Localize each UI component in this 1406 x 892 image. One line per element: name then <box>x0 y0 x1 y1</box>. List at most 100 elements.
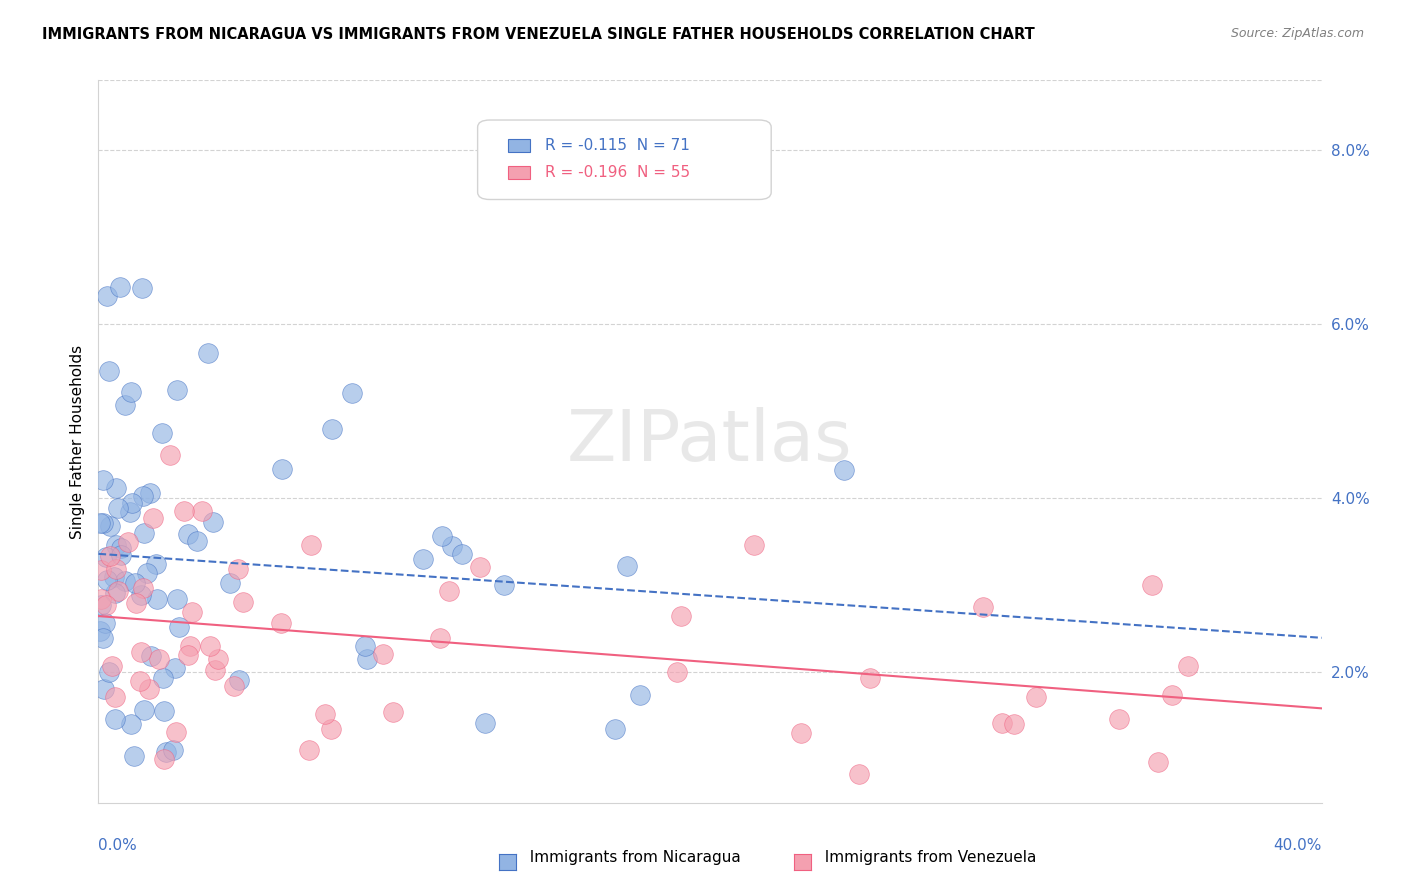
Point <box>166 592 188 607</box>
Point <box>96 573 118 587</box>
Point <box>356 652 378 666</box>
Text: 0.0%: 0.0% <box>98 838 138 853</box>
Point <box>179 639 201 653</box>
Point <box>120 717 142 731</box>
Point <box>129 644 152 658</box>
Point <box>128 673 150 688</box>
Point <box>100 549 122 563</box>
Point <box>1147 756 1170 770</box>
Text: R = -0.196  N = 55: R = -0.196 N = 55 <box>546 165 690 180</box>
Point <box>832 462 855 476</box>
Point <box>90 591 112 606</box>
Point <box>165 661 187 675</box>
Point <box>146 591 169 606</box>
Point <box>191 504 214 518</box>
Point <box>117 535 139 549</box>
Point <box>98 518 121 533</box>
Text: Immigrants from Venezuela: Immigrants from Venezuela <box>815 850 1036 865</box>
Point <box>138 682 160 697</box>
Point <box>89 624 111 638</box>
Point <box>166 384 188 398</box>
Point <box>430 528 453 542</box>
Point <box>153 752 176 766</box>
Point <box>89 516 111 530</box>
Point <box>972 599 994 614</box>
Point <box>139 486 162 500</box>
Point <box>314 706 336 721</box>
Point <box>131 281 153 295</box>
Text: R = -0.115  N = 71: R = -0.115 N = 71 <box>546 137 690 153</box>
Point <box>94 550 117 565</box>
Point <box>162 743 184 757</box>
Point <box>429 631 451 645</box>
Bar <box>508 166 530 179</box>
Point <box>103 570 125 584</box>
Point <box>202 515 225 529</box>
Point <box>103 712 125 726</box>
Point <box>94 598 117 612</box>
Point <box>129 588 152 602</box>
Point <box>120 385 142 400</box>
Text: 40.0%: 40.0% <box>1274 838 1322 853</box>
Point <box>232 595 254 609</box>
Point <box>110 541 132 556</box>
FancyBboxPatch shape <box>478 120 772 200</box>
Point <box>321 422 343 436</box>
Point <box>665 665 688 680</box>
Point <box>451 547 474 561</box>
Text: Source: ZipAtlas.com: Source: ZipAtlas.com <box>1230 27 1364 40</box>
Point <box>124 749 146 764</box>
Point <box>125 596 148 610</box>
Point <box>155 745 177 759</box>
Point <box>494 578 516 592</box>
Point <box>616 558 638 573</box>
Point <box>105 538 128 552</box>
Point <box>381 705 404 719</box>
Point <box>848 767 870 781</box>
Point <box>105 481 128 495</box>
Point <box>107 584 129 599</box>
Point <box>1002 716 1025 731</box>
Text: Immigrants from Nicaragua: Immigrants from Nicaragua <box>520 850 741 865</box>
Point <box>110 548 132 562</box>
Point <box>439 583 461 598</box>
Point <box>169 620 191 634</box>
Point <box>100 659 122 673</box>
Point <box>153 704 176 718</box>
Point <box>176 527 198 541</box>
Point <box>131 489 153 503</box>
Point <box>186 534 208 549</box>
Point <box>150 425 173 440</box>
Point <box>108 280 131 294</box>
Point <box>114 398 136 412</box>
Point <box>96 289 118 303</box>
Y-axis label: Single Father Households: Single Father Households <box>69 344 84 539</box>
Bar <box>508 139 530 152</box>
Point <box>628 688 651 702</box>
Point <box>94 615 117 630</box>
Point <box>132 525 155 540</box>
Point <box>226 562 249 576</box>
Text: ZIPatlas: ZIPatlas <box>567 407 853 476</box>
Point <box>371 647 394 661</box>
Point <box>412 552 434 566</box>
Point <box>93 681 115 696</box>
Point <box>97 364 120 378</box>
Point <box>270 615 292 630</box>
Point <box>120 505 142 519</box>
Point <box>134 703 156 717</box>
Point <box>165 725 187 739</box>
Point <box>105 561 128 575</box>
Point <box>200 639 222 653</box>
Point <box>858 671 880 685</box>
Point <box>228 673 250 687</box>
Point <box>152 671 174 685</box>
Point <box>173 504 195 518</box>
Point <box>114 574 136 588</box>
Point <box>789 725 811 739</box>
Point <box>744 538 766 552</box>
Point <box>197 345 219 359</box>
Point <box>91 473 114 487</box>
Point <box>135 566 157 581</box>
Point <box>1160 688 1182 702</box>
